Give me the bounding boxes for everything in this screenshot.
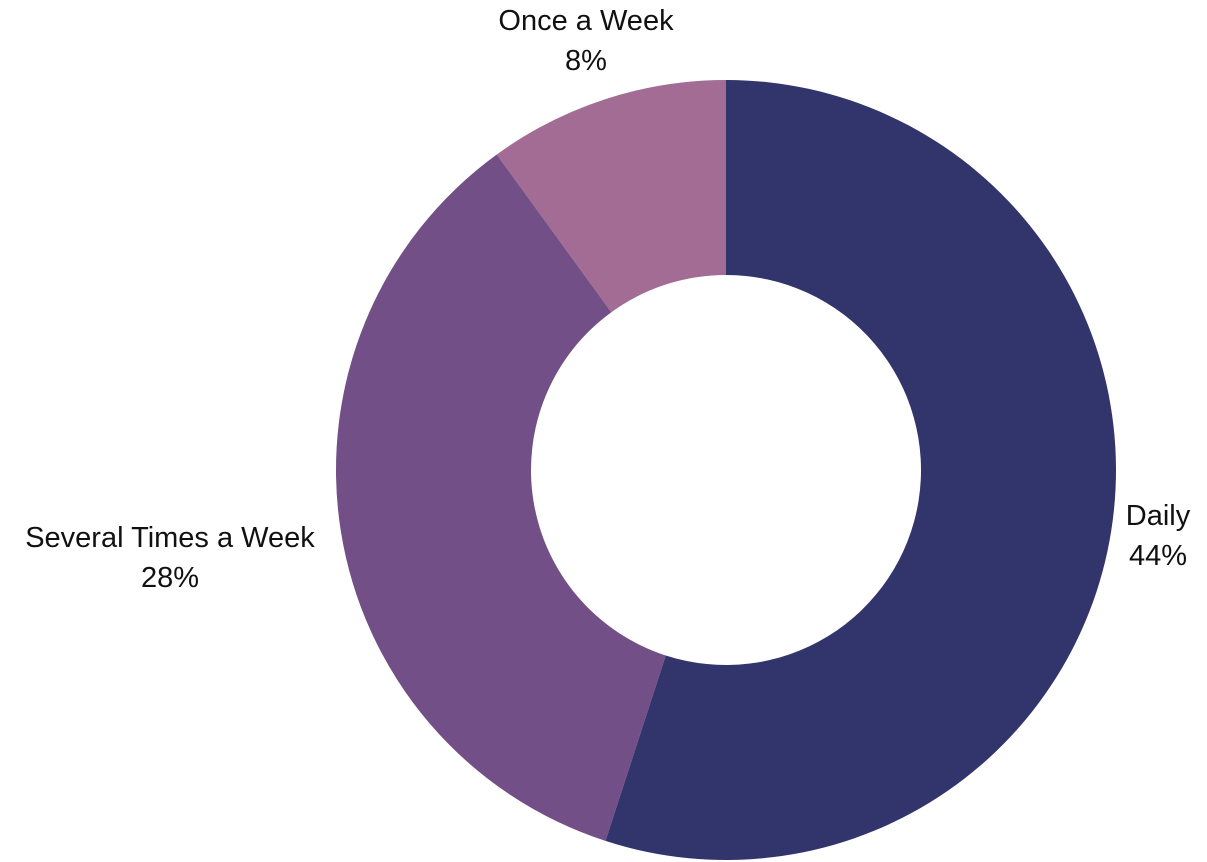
slice-labels: Daily 44% Several Times a Week 28% Once a We… xyxy=(25,5,1191,594)
slice-percent-label: 8% xyxy=(565,45,607,77)
slice-label: Once a Week xyxy=(498,5,674,37)
donut-slices xyxy=(335,80,1116,860)
slice-percent-label: 28% xyxy=(141,562,199,594)
slice-label: Several Times a Week xyxy=(25,522,315,554)
slice-several-times-a-week xyxy=(335,154,666,841)
slice-label: Daily xyxy=(1126,500,1191,532)
slice-once-a-week xyxy=(496,80,726,313)
slice-daily xyxy=(605,80,1116,860)
slice-percent-label: 44% xyxy=(1129,540,1187,572)
